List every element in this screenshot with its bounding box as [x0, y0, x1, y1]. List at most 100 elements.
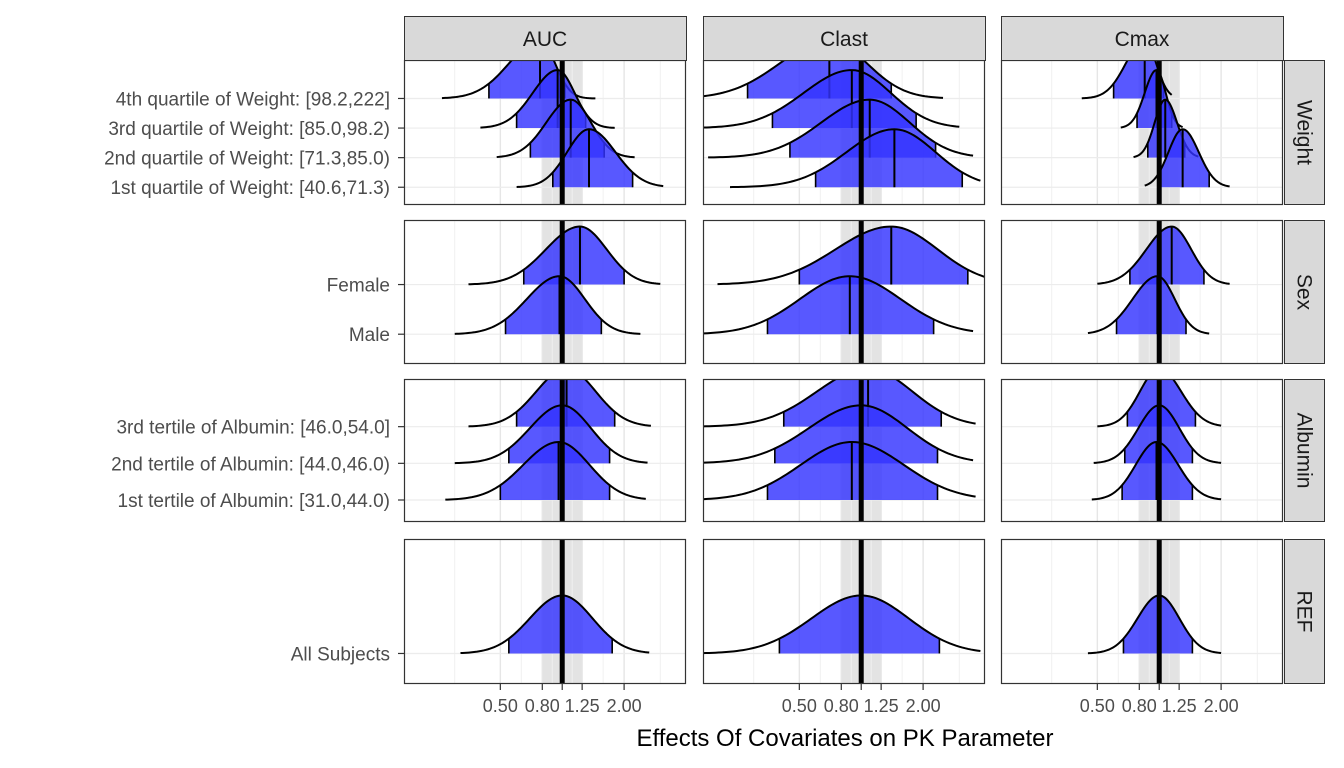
panel-cmax-albumin: [1000, 378, 1284, 523]
density-curve: [1081, 60, 1173, 100]
ridge-clast-1st-quartile-of-weight-40-6-71-3: [729, 128, 981, 189]
density-curve: [703, 441, 976, 501]
strip-label-clast: Clast: [820, 28, 868, 51]
ridge-auc-1st-quartile-of-weight-40-6-71-3: [516, 128, 664, 188]
ridge-clast-female: [717, 225, 985, 286]
ci-fill: [774, 405, 938, 464]
x-tick-label: 2.00: [607, 696, 642, 716]
panel-auc-albumin: [403, 378, 687, 523]
density-curve: [1097, 225, 1230, 285]
strip-cmax: Cmax: [1001, 16, 1284, 61]
density-curve: [703, 69, 960, 129]
y-tick-label-male: Male: [349, 325, 390, 346]
strip-bg-auc: [404, 16, 687, 61]
density-curve: [454, 275, 641, 335]
row-strip-bg: [1284, 539, 1325, 684]
x-axis: 0.50 0.80 1.25 2.00 0.50 0.80 1.25 2.00 0.50 0.80…: [483, 684, 1239, 716]
panel-border: [403, 378, 687, 523]
strip-bg-clast: [703, 16, 986, 61]
density-curve: [703, 60, 944, 99]
panel-cmax-weight: [1000, 59, 1284, 206]
density-curve: [1087, 594, 1222, 655]
y-tick-label-1st-tertile-of-albumin-31-0-44-0: 1st tertile of Albumin: [31.0,44.0): [118, 491, 391, 512]
panel-clast-ref: [702, 538, 986, 685]
density-ridges: [703, 60, 981, 189]
x-tick-label: 0.50: [483, 696, 518, 716]
ci-fill: [505, 276, 602, 335]
ci-fill: [500, 442, 610, 500]
y-axis-labels: 4th quartile of Weight: [98.2,222] 3rd qu…: [104, 89, 404, 665]
row-strip-albumin: Albumin: [1284, 379, 1325, 522]
panels: [403, 59, 1284, 685]
panel-clast-albumin: [702, 378, 986, 523]
row-strip-weight: Weight: [1284, 60, 1325, 205]
x-tick-label: 1.25: [565, 696, 600, 716]
panel-border: [1000, 538, 1284, 685]
density-ridges: [1087, 225, 1230, 335]
panel-clast-sex: [702, 219, 986, 365]
y-tick-label-1st-quartile-of-weight-40-6-71-3: 1st quartile of Weight: [40.6,71.3): [110, 178, 390, 199]
x-tick-label: 0.50: [1080, 696, 1115, 716]
y-tick-label-all-subjects: All Subjects: [291, 644, 390, 665]
x-tick-label: 0.80: [1122, 696, 1157, 716]
row-strip-label: Sex: [1293, 274, 1316, 311]
density-curve: [729, 128, 981, 189]
row-strip-bg: [1284, 60, 1325, 205]
row-strip-bg: [1284, 379, 1325, 522]
y-tick-label-2nd-quartile-of-weight-71-3-85-0: 2nd quartile of Weight: [71.3,85.0): [104, 149, 390, 170]
row-strip-label: Weight: [1293, 100, 1316, 165]
panel-border: [702, 538, 986, 685]
ridge-auc-male: [454, 275, 641, 335]
strip-bg-cmax: [1001, 16, 1284, 61]
panel-auc-ref: [403, 538, 687, 685]
x-tick-label: 1.25: [1162, 696, 1197, 716]
density-curve: [516, 128, 664, 188]
y-tick-label-female: Female: [327, 276, 390, 297]
panel-border: [702, 219, 986, 365]
strip-label-cmax: Cmax: [1115, 28, 1170, 51]
y-tick-label-3rd-quartile-of-weight-85-0-98-2: 3rd quartile of Weight: [85.0,98.2): [108, 119, 390, 140]
density-ridges: [703, 225, 985, 335]
density-curve: [703, 379, 976, 428]
density-curve: [708, 98, 974, 159]
ci-fill: [1116, 276, 1187, 335]
y-tick-label-4th-quartile-of-weight-98-2-222: 4th quartile of Weight: [98.2,222]: [116, 89, 390, 110]
density-curve: [1091, 440, 1222, 501]
panel-cmax-ref: [1000, 538, 1284, 685]
density-curve: [703, 275, 974, 335]
density-curve: [1097, 379, 1222, 428]
density-ridges: [441, 60, 664, 188]
y-tick-label-3rd-tertile-of-albumin-46-0-54-0: 3rd tertile of Albumin: [46.0,54.0]: [116, 418, 390, 439]
facet-strips: AUC Clast Cmax Weight Sex Albumin REF: [404, 16, 1325, 684]
density-curve: [468, 379, 652, 428]
x-tick-label: 0.80: [525, 696, 560, 716]
density-ridges: [445, 379, 652, 501]
panel-border: [1000, 219, 1284, 365]
density-curve: [1087, 275, 1210, 335]
density-curve: [460, 594, 650, 655]
row-strip-label: REF: [1293, 591, 1316, 633]
panel-auc-sex: [403, 219, 687, 365]
ridge-clast-1st-tertile-of-albumin-31-0-44-0: [703, 441, 976, 501]
ridge-cmax-female: [1097, 225, 1230, 285]
x-axis-title: Effects Of Covariates on PK Parameter: [636, 725, 1053, 752]
x-tick-label: 2.00: [906, 696, 941, 716]
x-tick-label: 2.00: [1204, 696, 1239, 716]
x-tick-label: 1.25: [864, 696, 899, 716]
y-tick-label-2nd-tertile-of-albumin-44-0-46-0: 2nd tertile of Albumin: [44.0,46.0): [111, 454, 390, 475]
density-curve: [454, 404, 648, 465]
density-curve: [480, 69, 615, 129]
x-tick-label: 0.50: [782, 696, 817, 716]
strip-clast: Clast: [703, 16, 986, 61]
ci-fill: [1159, 129, 1210, 188]
row-strip-ref: REF: [1284, 539, 1325, 684]
strip-auc: AUC: [404, 16, 687, 61]
panel-clast-weight: [702, 59, 986, 206]
row-strip-label: Albumin: [1293, 413, 1316, 489]
panel-border: [702, 378, 986, 523]
ridge-clast-male: [703, 275, 974, 335]
x-tick-label: 0.80: [824, 696, 859, 716]
density-curve: [445, 440, 646, 501]
panel-border: [403, 219, 687, 365]
